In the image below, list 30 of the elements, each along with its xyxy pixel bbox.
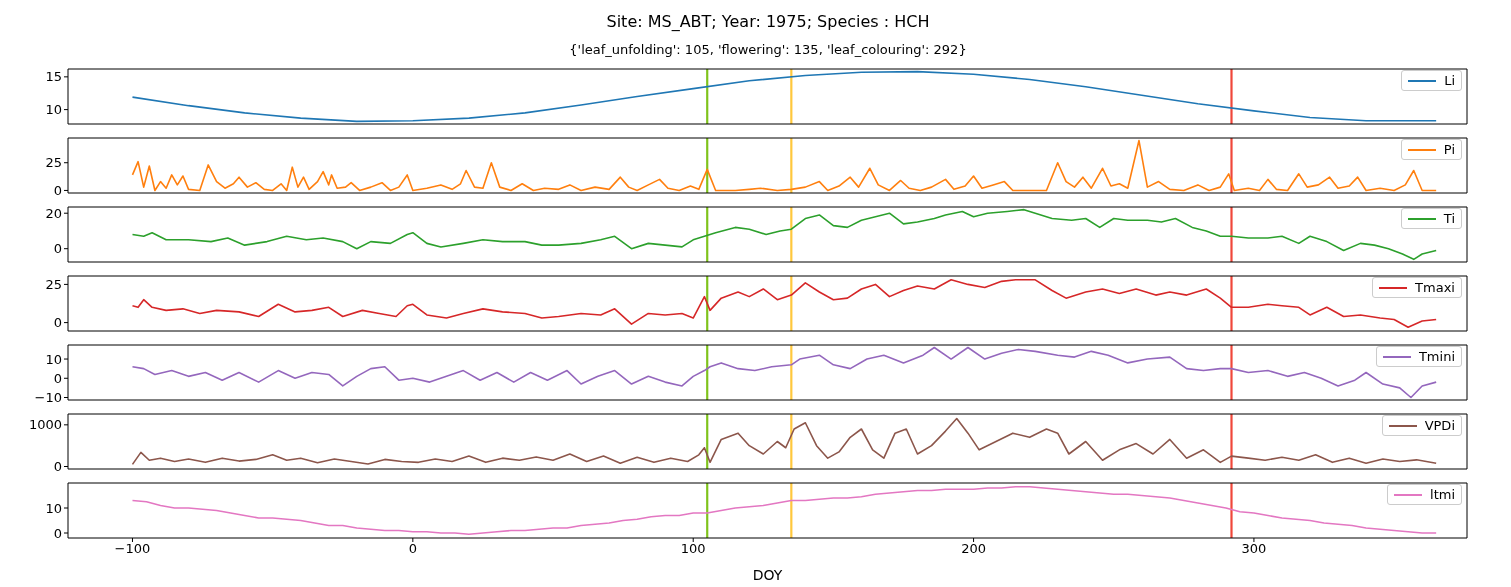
y-tick-label: 0 <box>53 370 62 386</box>
x-tick-label: −100 <box>114 541 151 557</box>
y-tick-label: 0 <box>53 525 62 541</box>
x-tick-label: 100 <box>680 541 706 557</box>
x-tick-label: 300 <box>1241 541 1267 557</box>
y-tick-label: 25 <box>45 277 62 293</box>
y-tick-label: 25 <box>45 155 62 171</box>
chart-title: Site: MS_ABT; Year: 1975; Species : HCH <box>605 11 931 33</box>
y-tick-label: 0 <box>53 241 62 257</box>
legend-label: Tmini <box>1418 349 1455 364</box>
y-tick-label: 0 <box>53 183 62 199</box>
legend-label: Tmaxi <box>1415 280 1455 295</box>
x-tick-label: 200 <box>961 541 986 557</box>
x-axis-title: DOY <box>752 567 783 583</box>
legend-label: Pi <box>1443 142 1455 157</box>
y-tick-label: 10 <box>45 351 62 367</box>
y-tick-label: −10 <box>34 390 62 406</box>
y-tick-label: 1000 <box>28 417 62 433</box>
legend-label: Ti <box>1443 211 1455 226</box>
legend-label: VPDi <box>1424 418 1455 433</box>
chart-subtitle: {'leaf_unfolding': 105, 'flowering': 135, 'leaf_colouring': 292} <box>568 41 968 59</box>
legend-label: Li <box>1444 73 1455 88</box>
x-tick-label: 0 <box>408 541 417 557</box>
y-tick-label: 15 <box>45 69 62 85</box>
y-tick-label: 0 <box>53 315 62 331</box>
y-tick-label: 10 <box>45 102 62 118</box>
y-tick-label: 10 <box>45 500 62 516</box>
legend-label: ltmi <box>1430 487 1455 502</box>
y-tick-label: 0 <box>53 459 62 475</box>
y-tick-label: 20 <box>45 205 62 221</box>
